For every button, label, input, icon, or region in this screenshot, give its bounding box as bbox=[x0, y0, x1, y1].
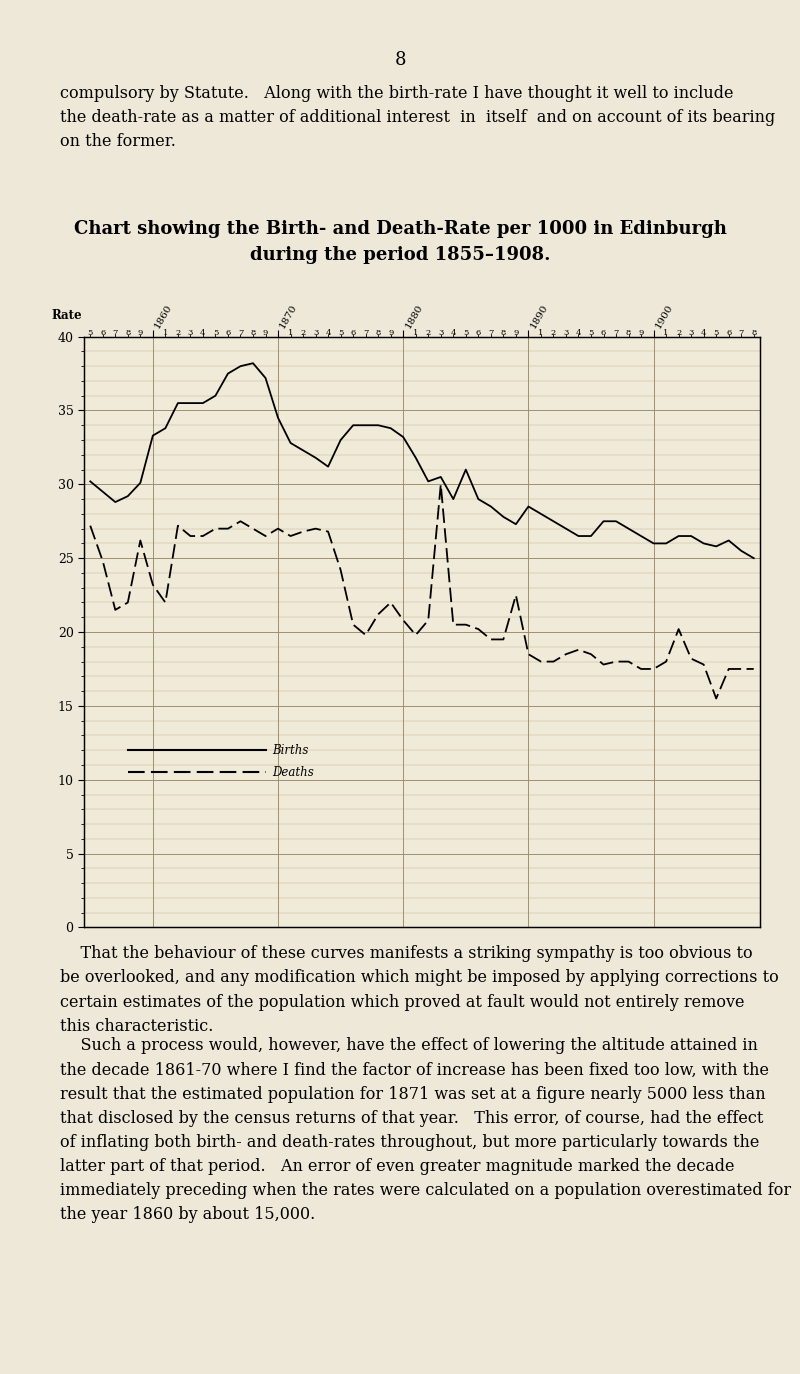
Text: Chart showing the Birth- and Death-Rate per 1000 in Edinburgh
during the period : Chart showing the Birth- and Death-Rate … bbox=[74, 220, 726, 264]
Text: 3: 3 bbox=[188, 328, 193, 337]
Text: 7: 7 bbox=[363, 328, 368, 337]
Text: 5: 5 bbox=[588, 328, 594, 337]
Text: 1: 1 bbox=[538, 328, 544, 337]
Text: 3: 3 bbox=[313, 328, 318, 337]
Text: 4: 4 bbox=[200, 328, 206, 337]
Text: 6: 6 bbox=[226, 328, 230, 337]
Text: 7: 7 bbox=[238, 328, 243, 337]
Text: 5: 5 bbox=[338, 328, 343, 337]
Text: Rate: Rate bbox=[51, 309, 82, 322]
Text: That the behaviour of these curves manifests a striking sympathy is too obvious : That the behaviour of these curves manif… bbox=[60, 945, 778, 1035]
Text: 5: 5 bbox=[463, 328, 469, 337]
Text: 9: 9 bbox=[388, 328, 394, 337]
Text: 8: 8 bbox=[626, 328, 631, 337]
Text: 8: 8 bbox=[125, 328, 130, 337]
Text: 1: 1 bbox=[663, 328, 669, 337]
Text: 6: 6 bbox=[476, 328, 481, 337]
Text: Deaths: Deaths bbox=[272, 765, 314, 779]
Text: 9: 9 bbox=[263, 328, 268, 337]
Text: 8: 8 bbox=[501, 328, 506, 337]
Text: 3: 3 bbox=[689, 328, 694, 337]
Text: 4: 4 bbox=[576, 328, 582, 337]
Text: Such a process would, however, have the effect of lowering the altitude attained: Such a process would, however, have the … bbox=[60, 1037, 791, 1223]
Text: 7: 7 bbox=[738, 328, 744, 337]
Text: 4: 4 bbox=[450, 328, 456, 337]
Text: 4: 4 bbox=[326, 328, 331, 337]
Text: 5: 5 bbox=[714, 328, 719, 337]
Text: 2: 2 bbox=[301, 328, 306, 337]
Text: 7: 7 bbox=[614, 328, 618, 337]
Text: 6: 6 bbox=[726, 328, 731, 337]
Text: Births: Births bbox=[272, 743, 308, 757]
Text: 6: 6 bbox=[601, 328, 606, 337]
Text: 6: 6 bbox=[100, 328, 106, 337]
Text: 8: 8 bbox=[250, 328, 256, 337]
Text: 1: 1 bbox=[162, 328, 168, 337]
Text: 6: 6 bbox=[350, 328, 356, 337]
Text: 2: 2 bbox=[676, 328, 682, 337]
Text: 2: 2 bbox=[175, 328, 181, 337]
Text: 9: 9 bbox=[138, 328, 143, 337]
Text: 2: 2 bbox=[551, 328, 556, 337]
Text: 9: 9 bbox=[638, 328, 644, 337]
Text: 5: 5 bbox=[87, 328, 93, 337]
Text: 4: 4 bbox=[701, 328, 706, 337]
Text: 3: 3 bbox=[438, 328, 443, 337]
Text: 8: 8 bbox=[394, 51, 406, 69]
Text: 7: 7 bbox=[488, 328, 494, 337]
Text: 3: 3 bbox=[563, 328, 569, 337]
Text: 8: 8 bbox=[375, 328, 381, 337]
Text: 7: 7 bbox=[113, 328, 118, 337]
Text: 1: 1 bbox=[288, 328, 294, 337]
Text: 1: 1 bbox=[413, 328, 418, 337]
Text: 8: 8 bbox=[751, 328, 757, 337]
Text: compulsory by Statute.   Along with the birth-rate I have thought it well to inc: compulsory by Statute. Along with the bi… bbox=[60, 85, 775, 151]
Text: 2: 2 bbox=[426, 328, 431, 337]
Text: 5: 5 bbox=[213, 328, 218, 337]
Text: 9: 9 bbox=[514, 328, 518, 337]
